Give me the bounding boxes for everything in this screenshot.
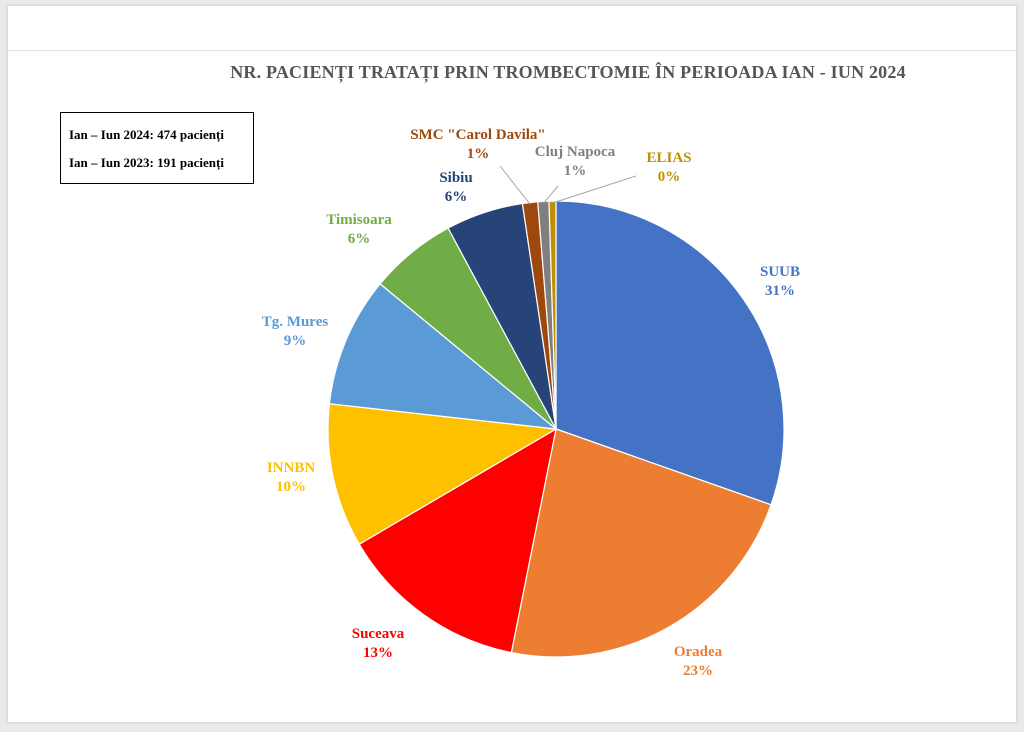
info-line-2023: Ian – Iun 2023: 191 pacienți <box>69 155 224 170</box>
pie-slice-innbn <box>327 403 558 546</box>
slice-percent: 9% <box>284 333 307 349</box>
slice-name: SMC "Carol Davila" <box>410 127 546 143</box>
slice-name: Tg. Mures <box>262 314 329 330</box>
pie-slice-tg-mures <box>328 283 558 430</box>
slice-name: INNBN <box>267 460 316 476</box>
slice-percent: 31% <box>765 283 795 299</box>
patients-info-box: Ian – Iun 2024: 474 pacienți Ian – Iun 2… <box>60 112 254 184</box>
slice-percent: 10% <box>276 479 306 495</box>
slice-label: SUUB 31% <box>760 264 800 299</box>
slice-label: Cluj Napoca 1% <box>535 144 616 179</box>
slice-name: Cluj Napoca <box>535 144 616 160</box>
leader-line <box>499 165 531 205</box>
slice-label: INNBN 10% <box>267 460 316 495</box>
slice-label: Timisoara 6% <box>326 212 392 247</box>
slice-label: SMC "Carol Davila" 1% <box>410 127 546 162</box>
slice-percent: 23% <box>683 663 713 679</box>
slice-percent: 1% <box>564 163 587 179</box>
slice-label: Oradea 23% <box>674 644 723 679</box>
leader-line <box>552 175 637 204</box>
top-divider <box>8 50 1016 51</box>
slice-name: Sibiu <box>439 170 472 186</box>
slice-label: Sibiu 6% <box>439 170 472 205</box>
pie-slice-suub <box>555 200 785 506</box>
chart-title: NR. PACIENȚI TRATAȚI PRIN TROMBECTOMIE Î… <box>230 62 906 82</box>
pie-chart: SUUB 31% Oradea 23% Suceava 13% INNBN 10% Tg. Mu… <box>262 127 800 679</box>
slice-name: Oradea <box>674 644 723 660</box>
leader-line <box>543 185 559 204</box>
slice-percent: 0% <box>658 169 681 185</box>
slice-percent: 6% <box>445 189 468 205</box>
slice-name: Suceava <box>352 626 405 642</box>
pie-slice-suceava <box>358 427 557 654</box>
slice-label: ELIAS 0% <box>646 150 691 185</box>
slice-name: ELIAS <box>646 150 691 166</box>
slice-label: Suceava 13% <box>352 626 405 661</box>
pie-slice-elias <box>548 200 557 430</box>
pie-slice-oradea <box>510 428 772 658</box>
slice-percent: 6% <box>348 231 371 247</box>
slice-label: Tg. Mures 9% <box>262 314 329 349</box>
slice-name: SUUB <box>760 264 800 280</box>
chart-frame: SUUB 31% Oradea 23% Suceava 13% INNBN 10% Tg. Mu… <box>8 6 1016 722</box>
slice-percent: 1% <box>467 146 490 162</box>
slice-name: Timisoara <box>326 212 392 228</box>
slice-percent: 13% <box>363 645 393 661</box>
info-line-2024: Ian – Iun 2024: 474 pacienți <box>69 127 224 142</box>
